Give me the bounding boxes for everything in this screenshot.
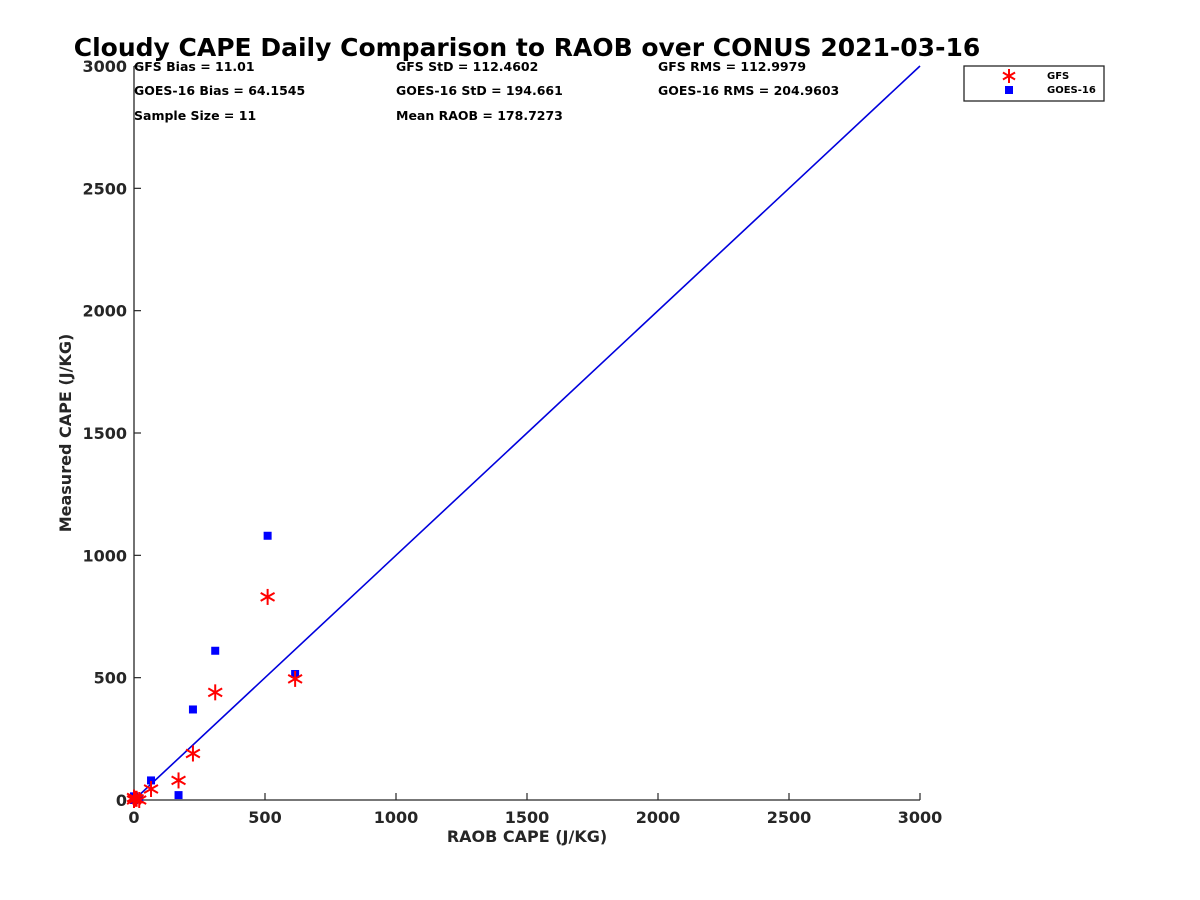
legend-box — [963, 65, 1105, 102]
x-tick-label: 1500 — [505, 808, 550, 827]
x-tick-label: 3000 — [898, 808, 943, 827]
x-tick-label: 2500 — [767, 808, 812, 827]
stat-gfs-bias: GFS Bias = 11.01 — [134, 59, 255, 74]
series-gfs — [126, 588, 303, 808]
y-tick-label: 500 — [94, 669, 127, 688]
y-tick-label: 2500 — [82, 179, 127, 198]
gfs-point — [126, 789, 142, 806]
plot-area: 0 500 1000 1500 2000 2500 3000 0 500 1000 1500 200… — [82, 57, 942, 827]
x-tick-label: 1000 — [374, 808, 419, 827]
x-tick-label: 2000 — [636, 808, 681, 827]
y-tick-label: 0 — [116, 791, 127, 810]
goes16-point — [188, 705, 197, 714]
x-ticks: 0 500 1000 1500 2000 2500 3000 — [128, 793, 942, 827]
stat-goes-std: GOES-16 StD = 194.661 — [396, 83, 563, 98]
goes16-point — [211, 646, 220, 655]
x-tick-label: 0 — [128, 808, 139, 827]
gfs-point — [260, 588, 276, 605]
goes16-point — [174, 791, 183, 800]
stat-sample-size: Sample Size = 11 — [134, 108, 256, 123]
legend-gfs-marker — [1002, 69, 1016, 83]
y-tick-label: 1000 — [82, 546, 127, 565]
stats-block: GFS Bias = 11.01 GFS StD = 112.4602 GFS … — [134, 59, 839, 123]
legend-goes16-marker — [1005, 86, 1013, 94]
y-axis-label: Measured CAPE (J/KG) — [56, 334, 75, 533]
gfs-point — [287, 670, 303, 687]
x-axis-label: RAOB CAPE (J/KG) — [447, 827, 607, 846]
y-tick-label: 1500 — [82, 424, 127, 443]
x-tick-label: 500 — [248, 808, 281, 827]
stat-goes-bias: GOES-16 Bias = 64.1545 — [134, 83, 305, 98]
gfs-point — [171, 772, 186, 789]
legend-gfs-asterisk — [1002, 69, 1016, 83]
gfs-point — [207, 684, 223, 701]
legend: GFS GOES-16 — [963, 65, 1105, 102]
series-goes16 — [130, 531, 300, 804]
goes16-point — [263, 531, 272, 540]
reference-line — [133, 65, 921, 801]
legend-goes16-label: GOES-16 — [1047, 85, 1096, 96]
legend-gfs-label: GFS — [1047, 71, 1069, 82]
y-tick-label: 2000 — [82, 302, 127, 321]
gfs-point — [185, 745, 201, 762]
gfs-point — [143, 780, 159, 797]
stat-mean-raob: Mean RAOB = 178.7273 — [396, 108, 563, 123]
stat-goes-rms: GOES-16 RMS = 204.9603 — [658, 83, 839, 98]
chart-title: Cloudy CAPE Daily Comparison to RAOB ove… — [74, 33, 980, 62]
stat-gfs-std: GFS StD = 112.4602 — [396, 59, 538, 74]
y-tick-label: 3000 — [82, 57, 127, 76]
goes16-point — [147, 776, 156, 785]
y-ticks: 0 500 1000 1500 2000 2500 3000 — [82, 57, 141, 810]
legend-goes16-square — [1005, 86, 1013, 94]
stat-gfs-rms: GFS RMS = 112.9979 — [658, 59, 806, 74]
